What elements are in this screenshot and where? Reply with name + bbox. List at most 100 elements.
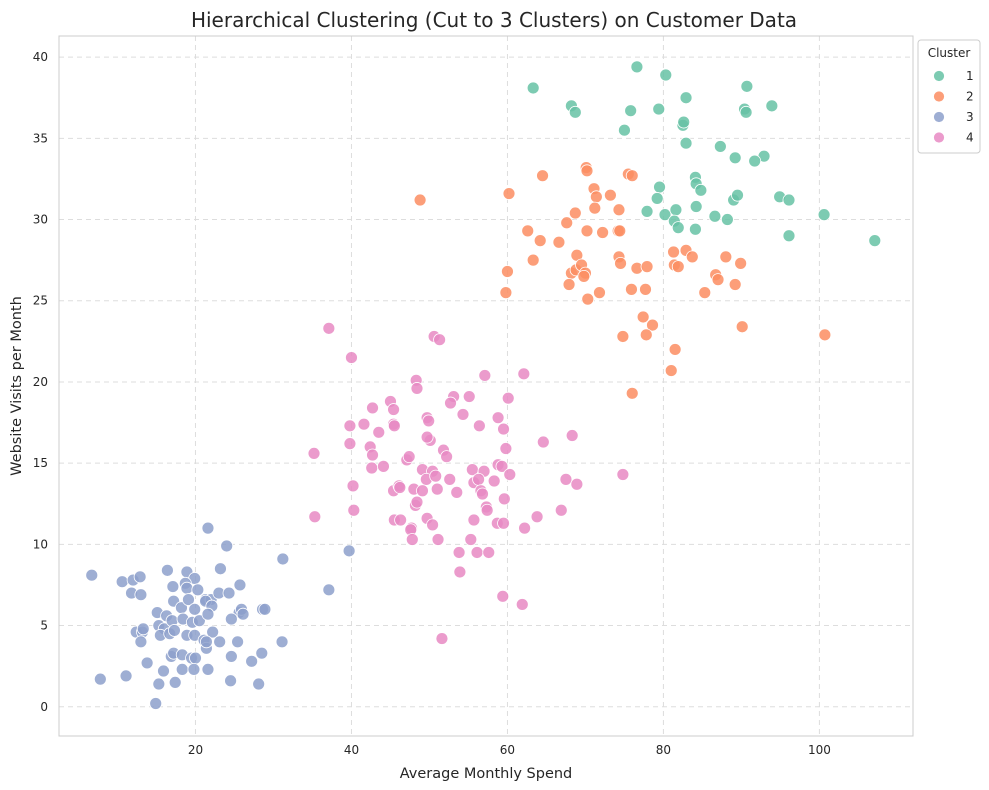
data-point-cluster-2	[646, 318, 659, 332]
data-point-cluster-4	[530, 510, 544, 524]
x-tick-label: 80	[656, 743, 671, 757]
data-point-cluster-3	[275, 635, 289, 649]
data-point-cluster-1	[658, 208, 672, 222]
data-point-cluster-2	[719, 250, 733, 264]
data-point-cluster-2	[636, 310, 650, 324]
data-point-cluster-1	[782, 229, 796, 243]
data-point-cluster-2	[413, 193, 427, 207]
data-point-cluster-4	[393, 481, 407, 494]
data-point-cluster-2	[612, 203, 626, 217]
data-point-cluster-4	[422, 414, 436, 428]
data-point-cluster-3	[220, 539, 234, 553]
data-point-cluster-4	[426, 518, 439, 532]
data-point-cluster-4	[430, 482, 444, 496]
data-point-cluster-4	[570, 477, 584, 491]
legend-label-1: 1	[966, 69, 974, 83]
data-point-cluster-2	[639, 282, 652, 296]
data-point-cluster-4	[497, 492, 511, 506]
series-3	[85, 521, 356, 710]
data-point-cluster-1	[653, 180, 666, 194]
y-tick-label: 0	[40, 700, 48, 714]
data-point-cluster-4	[322, 321, 336, 335]
grid-layer	[59, 36, 913, 736]
data-point-cluster-2	[613, 224, 627, 238]
y-tick-label: 15	[33, 456, 48, 470]
data-point-cluster-1	[782, 193, 796, 207]
data-point-cluster-4	[366, 448, 379, 462]
data-point-cluster-1	[694, 183, 708, 197]
data-point-cluster-4	[536, 435, 550, 449]
data-point-cluster-4	[478, 369, 492, 382]
data-point-cluster-2	[521, 224, 535, 238]
data-point-cluster-4	[515, 598, 529, 611]
data-point-cluster-4	[416, 484, 429, 498]
data-point-cluster-2	[685, 250, 699, 264]
data-point-cluster-3	[189, 651, 202, 665]
data-point-cluster-1	[689, 200, 703, 213]
data-point-cluster-1	[659, 68, 673, 82]
data-point-cluster-3	[134, 588, 148, 602]
data-point-cluster-4	[482, 546, 496, 559]
data-point-cluster-3	[133, 570, 147, 584]
x-tick-label: 20	[188, 743, 203, 757]
ticks-layer: 20 40 60 80 100 0 5 10 15 20 25 30 35 40	[33, 50, 831, 757]
data-point-cluster-4	[387, 403, 400, 416]
data-point-cluster-2	[664, 364, 678, 377]
data-point-cluster-3	[214, 562, 227, 576]
data-point-cluster-4	[497, 422, 510, 436]
data-point-cluster-3	[157, 664, 170, 678]
data-point-cluster-3	[342, 544, 356, 558]
data-point-cluster-2	[577, 269, 591, 283]
data-point-cluster-3	[149, 697, 163, 710]
data-point-cluster-2	[533, 234, 547, 248]
x-tick-label: 60	[500, 743, 515, 757]
data-point-cluster-3	[85, 568, 99, 582]
data-point-cluster-1	[817, 208, 831, 222]
data-point-cluster-3	[201, 607, 215, 621]
data-point-cluster-2	[603, 188, 617, 202]
data-point-cluster-4	[435, 632, 449, 645]
legend-label-4: 4	[966, 131, 974, 145]
data-point-cluster-4	[431, 533, 445, 546]
data-point-cluster-4	[387, 419, 401, 433]
data-point-cluster-4	[346, 479, 360, 493]
data-point-cluster-1	[868, 234, 882, 248]
data-point-cluster-4	[402, 450, 416, 464]
data-point-cluster-2	[818, 328, 832, 342]
data-point-cluster-1	[708, 209, 722, 223]
data-point-cluster-3	[134, 635, 148, 649]
data-point-cluster-2	[640, 260, 654, 274]
data-point-cluster-2	[552, 235, 566, 249]
data-point-cluster-3	[222, 586, 236, 600]
data-point-cluster-4	[343, 419, 357, 433]
data-point-cluster-4	[365, 461, 379, 475]
data-point-cluster-1	[677, 115, 691, 129]
data-point-cluster-2	[589, 190, 603, 204]
data-point-cluster-4	[472, 419, 486, 433]
data-point-cluster-2	[596, 226, 609, 239]
data-point-cluster-1	[624, 104, 638, 118]
data-point-cluster-1	[713, 140, 727, 153]
y-tick-label: 5	[40, 619, 48, 633]
data-point-cluster-1	[765, 99, 779, 113]
data-point-cluster-4	[429, 469, 443, 483]
data-point-cluster-4	[462, 390, 476, 403]
data-point-cluster-4	[440, 450, 454, 464]
data-point-cluster-1	[740, 79, 754, 93]
data-point-cluster-2	[734, 256, 748, 270]
data-point-cluster-2	[502, 187, 516, 200]
data-point-cluster-4	[554, 503, 568, 517]
data-point-cluster-2	[536, 169, 549, 183]
data-point-cluster-1	[720, 213, 734, 226]
x-tick-label: 100	[808, 743, 831, 757]
data-point-cluster-3	[140, 656, 154, 670]
data-point-cluster-3	[224, 650, 238, 663]
data-point-cluster-2	[568, 206, 582, 220]
data-point-cluster-1	[640, 205, 654, 218]
data-point-cluster-1	[679, 91, 693, 105]
data-point-cluster-4	[472, 472, 485, 486]
legend-items: 1 2 3 4	[933, 69, 974, 145]
data-point-cluster-3	[93, 672, 107, 686]
data-point-cluster-2	[616, 330, 630, 343]
